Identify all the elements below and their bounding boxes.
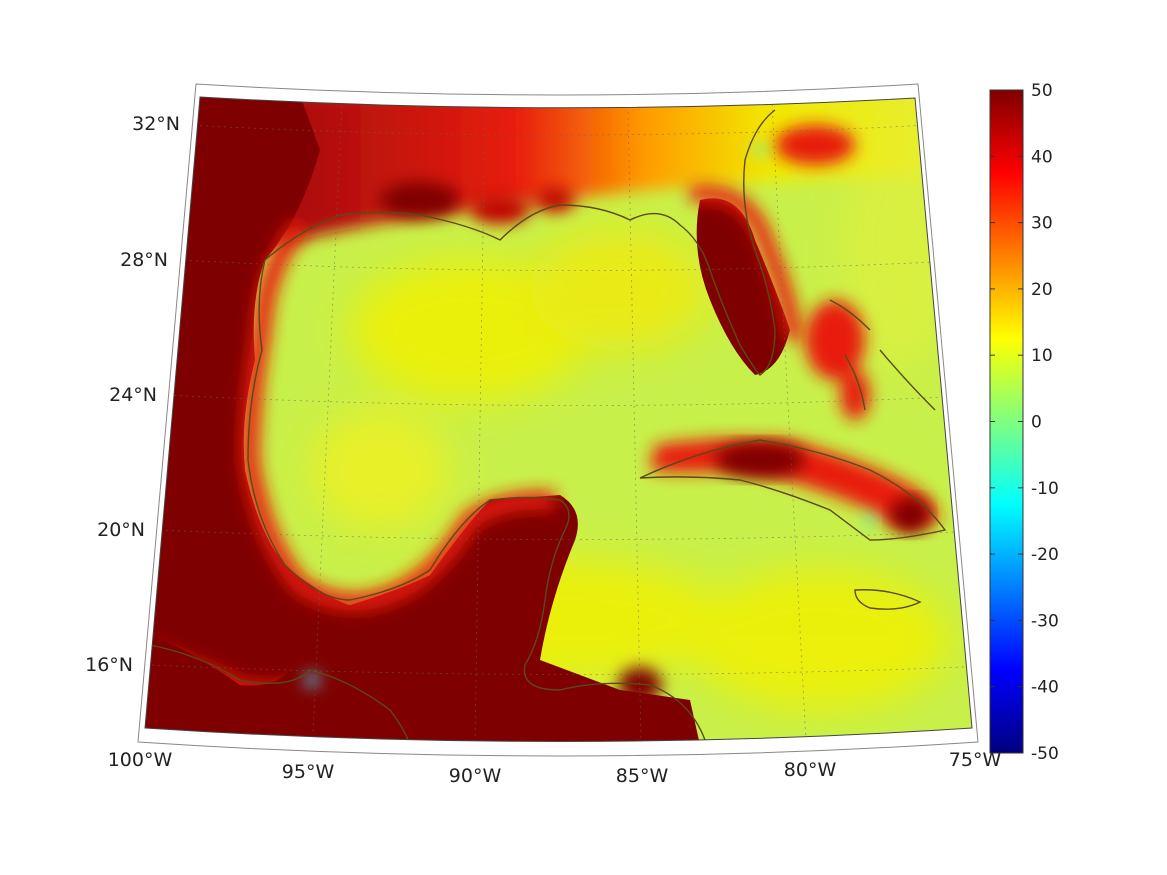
coastlines	[149, 109, 947, 742]
lat-label: 20°N	[97, 519, 145, 541]
lon-label: 90°W	[449, 765, 502, 787]
graticule	[151, 99, 966, 742]
colorbar: 50 40 30 20 10 0 -10 -20 -30 -40 -50	[989, 81, 1059, 764]
gulf-coast-blobs	[380, 182, 662, 703]
colorbar-tick-label: 40	[1031, 147, 1053, 167]
colorbar-tick-label: 10	[1031, 346, 1053, 366]
florida-halo	[688, 185, 803, 342]
lat-label: 32°N	[132, 113, 180, 135]
latitude-labels: 32°N 28°N 24°N 20°N 16°N	[85, 113, 180, 676]
florida-high-region	[696, 198, 790, 375]
colorbar-tick-label: 30	[1031, 214, 1053, 234]
colorbar-tick-label: 50	[1031, 81, 1053, 101]
mexico-coast-halo	[240, 219, 556, 611]
lon-label: 75°W	[949, 749, 1002, 771]
colorbar-tick-label: -20	[1031, 545, 1059, 565]
colorbar-tick-label: 0	[1031, 413, 1042, 433]
lon-label: 95°W	[282, 761, 335, 783]
ocean-yellow-patches	[310, 130, 960, 710]
colorbar-tick-label: -30	[1031, 611, 1059, 631]
colorbar-ticks: 50 40 30 20 10 0 -10 -20 -30 -40 -50	[990, 81, 1059, 764]
lon-label: 100°W	[108, 749, 173, 771]
bahamas-high-region	[775, 125, 870, 420]
colorbar-tick-label: -50	[1031, 744, 1059, 764]
cuba-high-region	[650, 438, 940, 533]
lat-label: 28°N	[120, 249, 168, 271]
north-warm-band	[145, 97, 972, 260]
colorbar-tick-label: -10	[1031, 479, 1059, 499]
colorbar-gradient	[989, 89, 1024, 754]
map-frame	[144, 96, 973, 742]
colorbar-tick-label: -40	[1031, 678, 1059, 698]
colorbar-tick-label: 20	[1031, 280, 1053, 300]
map-panel	[145, 97, 972, 742]
lon-label: 85°W	[616, 765, 669, 787]
lat-label: 16°N	[85, 654, 133, 676]
mexico-high-region	[145, 97, 700, 742]
lat-label: 24°N	[109, 384, 157, 406]
map-outer-frame	[137, 83, 979, 757]
longitude-labels: 100°W 95°W 90°W 85°W 80°W 75°W	[108, 749, 1002, 787]
central-america-land	[145, 620, 410, 742]
lon-label: 80°W	[784, 759, 837, 781]
